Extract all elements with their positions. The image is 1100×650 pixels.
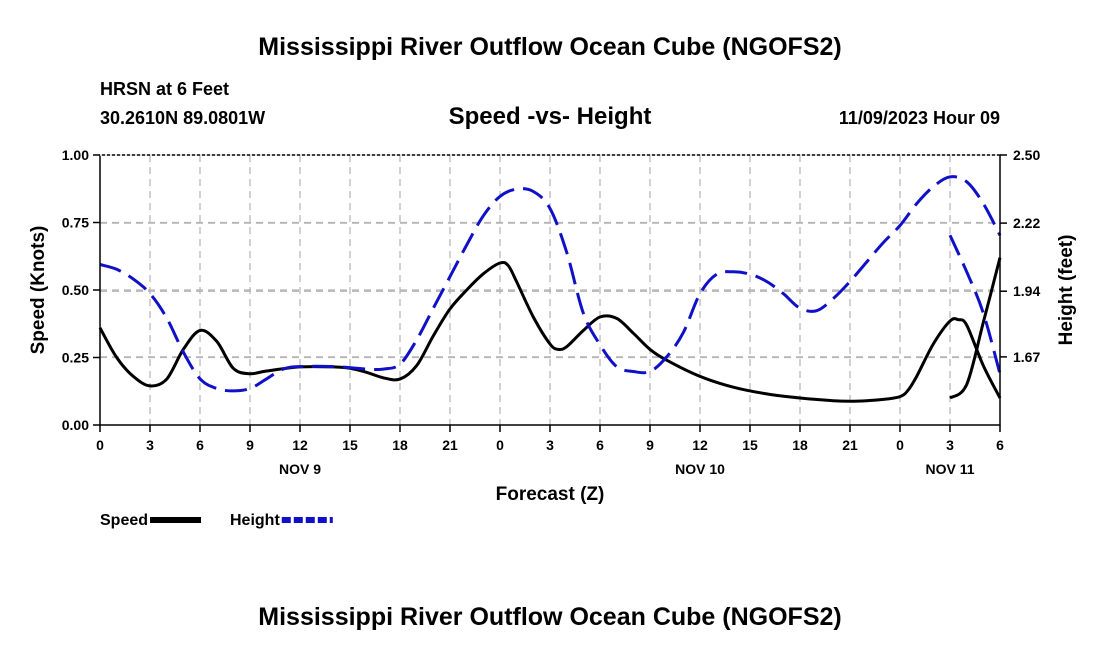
chart-subtitle: Speed -vs- Height	[449, 103, 652, 130]
x-tick-label: 18	[792, 437, 808, 453]
x-tick-label: 15	[742, 437, 758, 453]
x-tick-label: 0	[96, 437, 104, 453]
x-tick-label: 9	[246, 437, 254, 453]
x-tick-label: 3	[546, 437, 554, 453]
x-axis-label: Forecast (Z)	[496, 484, 605, 505]
x-tick-label: 15	[342, 437, 358, 453]
coordinates-label: 30.2610N 89.0801W	[100, 108, 265, 128]
grid-lines	[100, 155, 1000, 425]
y2-tick-label: 2.50	[1013, 147, 1040, 163]
timestamp-label: 11/09/2023 Hour 09	[839, 108, 1000, 128]
speed-series-line	[949, 257, 1002, 400]
x-tick-label: 18	[392, 437, 408, 453]
day-label: NOV 9	[279, 461, 321, 477]
x-tick-label: 6	[596, 437, 604, 453]
axes: 0 3 6 9 12 15 18 21 0 3 6 9 12 15 18 21 0 3 6 0.00 0.25 0.50 0…	[62, 147, 1041, 477]
legend-label: Speed	[100, 512, 148, 529]
y2-tick-label: 2.22	[1013, 215, 1040, 231]
x-tick-label: 21	[842, 437, 858, 453]
y-tick-label: 0.00	[62, 417, 89, 433]
y-axis-label: Speed (Knots)	[28, 226, 49, 355]
footer-title: Mississippi River Outflow Ocean Cube (NG…	[258, 603, 841, 631]
x-tick-label: 21	[442, 437, 458, 453]
y-tick-label: 0.75	[62, 215, 89, 231]
station-label: HRSN at 6 Feet	[100, 79, 229, 99]
x-tick-label: 0	[496, 437, 504, 453]
x-tick-label: 6	[996, 437, 1004, 453]
x-tick-label: 3	[946, 437, 954, 453]
legend-label: Height	[230, 512, 280, 529]
x-tick-label: 12	[292, 437, 308, 453]
x-tick-label: 12	[692, 437, 708, 453]
y2-tick-label: 1.67	[1013, 349, 1040, 365]
x-tick-label: 9	[646, 437, 654, 453]
y-tick-label: 1.00	[62, 147, 89, 163]
day-label: NOV 10	[675, 461, 725, 477]
y-tick-label: 0.25	[62, 350, 89, 366]
speed-series-line	[98, 260, 1002, 403]
chart-title: Mississippi River Outflow Ocean Cube (NG…	[258, 33, 841, 61]
x-tick-label: 0	[896, 437, 904, 453]
x-tick-label: 3	[146, 437, 154, 453]
legend: Speed Height	[100, 512, 333, 529]
y2-tick-label: 1.94	[1013, 283, 1040, 299]
y2-axis-label: Height (feet)	[1056, 235, 1077, 346]
y-tick-label: 0.50	[62, 282, 89, 298]
series-lines	[98, 175, 1002, 403]
height-series-line	[99, 175, 1002, 393]
day-label: NOV 11	[925, 461, 974, 477]
x-tick-label: 6	[196, 437, 204, 453]
height-series-line	[948, 234, 1002, 375]
